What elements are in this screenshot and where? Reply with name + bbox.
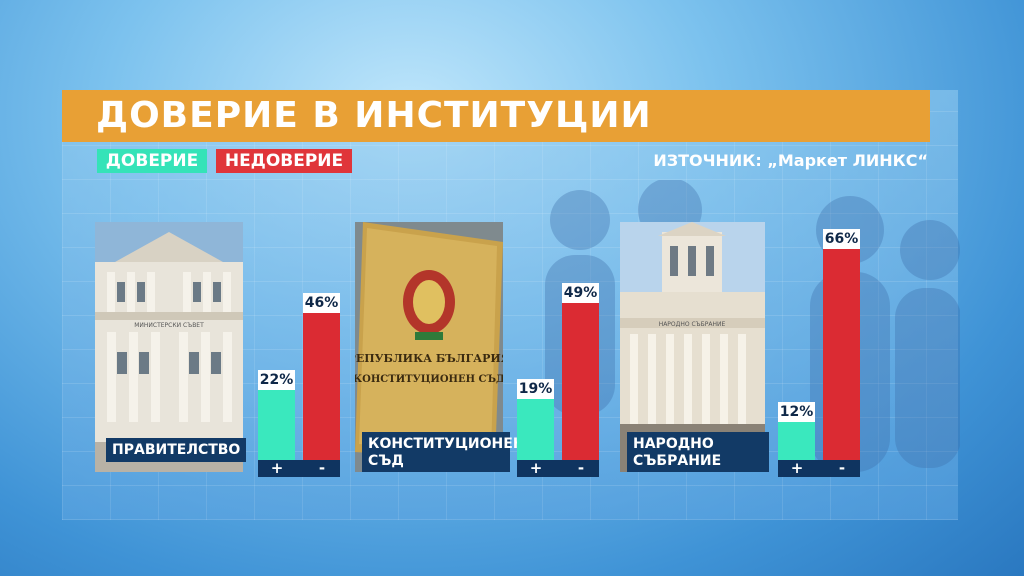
- value-trust-national-assembly: 12%: [778, 401, 815, 422]
- photo-sign-government: МИНИСТЕРСКИ СЪВЕТ: [134, 322, 204, 329]
- bar-trust-government: [258, 389, 295, 460]
- axis-minus-constitutional-court: -: [577, 459, 585, 477]
- axis-plus-government: +: [270, 459, 284, 477]
- title-bar: [62, 90, 930, 142]
- label-government: ПРАВИТЕЛСТВО: [106, 438, 246, 462]
- bar-distrust-government: [303, 312, 340, 460]
- plaque-text-1: РЕПУБЛИКА БЪЛГАРИЯ: [355, 352, 503, 365]
- chart-title: ДОВЕРИЕ В ИНСТИТУЦИИ: [96, 95, 652, 136]
- value-trust-government: 22%: [258, 369, 295, 390]
- label-cc-line1: КОНСТИТУЦИОНЕН: [368, 436, 525, 452]
- axis-plus-national-assembly: +: [790, 459, 804, 477]
- source-text: ИЗТОЧНИК: „Маркет ЛИНКС“: [653, 151, 928, 170]
- label-national-assembly: НАРОДНО СЪБРАНИЕ: [627, 432, 769, 472]
- value-distrust-national-assembly: 66%: [823, 228, 860, 249]
- bar-trust-national-assembly: [778, 421, 815, 460]
- photo-sign-assembly: НАРОДНО СЪБРАНИЕ: [659, 321, 726, 328]
- axis-minus-government: -: [318, 459, 326, 477]
- label-cc-line2: СЪД: [368, 453, 404, 469]
- value-distrust-constitutional-court: 49%: [562, 283, 599, 304]
- axis-plus-constitutional-court: +: [529, 459, 543, 477]
- value-trust-constitutional-court: 19%: [517, 379, 554, 400]
- axis-constitutional-court: + -: [517, 460, 599, 477]
- plaque-text-2: КОНСТИТУЦИОНЕН СЪД: [355, 374, 503, 385]
- legend-distrust: НЕДОВЕРИЕ: [216, 149, 352, 173]
- value-distrust-government: 46%: [303, 292, 340, 313]
- label-government-text: ПРАВИТЕЛСТВО: [112, 442, 241, 458]
- axis-minus-national-assembly: -: [838, 459, 846, 477]
- photo-constitutional-court: РЕПУБЛИКА БЪЛГАРИЯ КОНСТИТУЦИОНЕН СЪД: [355, 222, 503, 472]
- bar-trust-constitutional-court: [517, 399, 554, 460]
- bar-distrust-constitutional-court: [562, 303, 599, 460]
- label-na-line1: НАРОДНО: [633, 436, 714, 452]
- label-constitutional-court: КОНСТИТУЦИОНЕН СЪД: [362, 432, 525, 472]
- bar-distrust-national-assembly: [823, 248, 860, 460]
- label-na-line2: СЪБРАНИЕ: [633, 453, 722, 469]
- photo-government: МИНИСТЕРСКИ СЪВЕТ: [95, 222, 243, 472]
- axis-national-assembly: + -: [778, 460, 860, 477]
- legend-trust: ДОВЕРИЕ: [97, 149, 207, 173]
- axis-government: + -: [258, 460, 340, 477]
